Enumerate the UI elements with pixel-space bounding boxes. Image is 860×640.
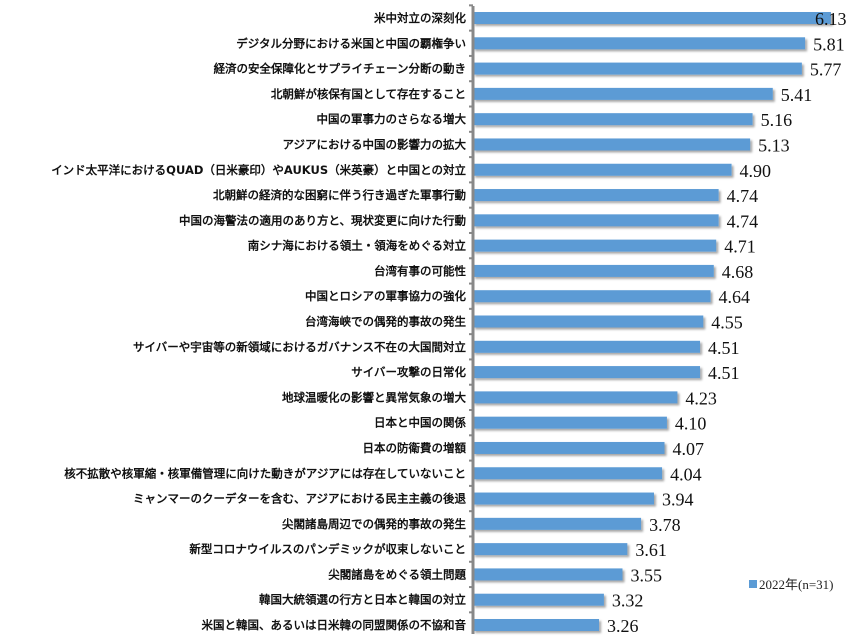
bar — [473, 12, 831, 24]
bar — [473, 366, 701, 379]
bar — [473, 290, 711, 303]
bar — [473, 239, 717, 252]
data-label: 3.55 — [630, 565, 662, 585]
category-label: 米中対立の深刻化 — [373, 11, 466, 25]
bar — [473, 189, 719, 202]
data-label: 3.94 — [662, 490, 694, 510]
category-label: 北朝鮮が核保有国として存在すること — [271, 87, 466, 101]
bar — [473, 138, 751, 151]
bar — [473, 62, 802, 75]
bar — [473, 593, 604, 606]
bar — [473, 416, 667, 429]
category-label: 中国の海警法の適用のあり方と、現状変更に向けた行動 — [179, 213, 467, 227]
data-label: 5.41 — [781, 85, 813, 105]
legend-label: 2022年(n=31) — [759, 577, 834, 592]
bar — [473, 87, 773, 100]
bar — [473, 568, 623, 581]
bar — [473, 214, 719, 227]
legend: 2022年(n=31) — [749, 577, 834, 592]
bar — [473, 340, 701, 353]
data-label: 5.16 — [761, 110, 793, 130]
bar — [473, 264, 714, 277]
data-label: 4.68 — [722, 262, 754, 282]
category-label: 米国と韓国、あるいは日米韓の同盟関係の不協和音 — [201, 618, 467, 632]
data-label: 3.32 — [612, 591, 644, 611]
bar — [473, 113, 753, 126]
category-label: サイバーや宇宙等の新領域におけるガバナンス不在の大国間対立 — [133, 340, 467, 354]
data-label: 4.71 — [724, 237, 756, 257]
category-label: 尖閣諸島をめぐる領土問題 — [328, 567, 466, 581]
data-label: 3.61 — [635, 540, 667, 560]
data-label: 4.07 — [672, 439, 704, 459]
bar — [473, 467, 663, 480]
data-label: 4.74 — [727, 211, 759, 231]
category-label: アジアにおける中国の影響力の拡大 — [282, 137, 466, 151]
category-label: デジタル分野における米国と中国の覇権争い — [236, 36, 466, 50]
category-label: 韓国大統領選の行方と日本と韓国の対立 — [259, 593, 466, 607]
category-label: 経済の安全保障化とサプライチェーン分断の動き — [214, 62, 466, 76]
bar — [473, 543, 628, 556]
category-label: 北朝鮮の経済的な困窮に伴う行き過ぎた軍事行動 — [213, 188, 466, 202]
bar — [473, 517, 642, 530]
bar — [473, 315, 704, 328]
data-label: 4.90 — [740, 161, 772, 181]
data-label: 5.81 — [813, 34, 845, 54]
category-label: 日本と中国の関係 — [374, 416, 466, 430]
category-label: ミャンマーのクーデターを含む、アジアにおける民主主義の後退 — [133, 492, 467, 506]
bar — [473, 37, 806, 50]
category-label: 中国とロシアの軍事協力の強化 — [305, 289, 466, 303]
data-label: 4.74 — [727, 186, 759, 206]
bar — [473, 619, 600, 631]
data-label: 4.51 — [708, 363, 740, 383]
category-label: 新型コロナウイルスのパンデミックが収束しないこと — [189, 542, 466, 556]
data-label: 3.26 — [607, 616, 639, 636]
bar — [473, 391, 678, 404]
data-label: 3.78 — [649, 515, 681, 535]
data-label: 4.55 — [711, 313, 743, 333]
data-label: 4.64 — [719, 287, 751, 307]
category-label: 核不拡散や核軍縮・核軍備管理に向けた動きがアジアには存在していないこと — [64, 466, 466, 480]
legend-swatch — [749, 580, 757, 588]
category-label: 中国の軍事力のさらなる増大 — [317, 112, 467, 126]
data-label: 4.10 — [675, 414, 707, 434]
category-label: 南シナ海における領土・領海をめぐる対立 — [248, 239, 467, 253]
category-label: 台湾有事の可能性 — [374, 264, 466, 278]
category-label: サイバー攻撃の日常化 — [351, 365, 466, 379]
category-label: 台湾海峡での偶発的事故の発生 — [305, 315, 466, 329]
data-label: 5.13 — [758, 135, 790, 155]
data-label: 4.51 — [708, 338, 740, 358]
bar — [473, 492, 654, 505]
data-label: 6.13 — [815, 9, 847, 29]
category-label: 尖閣諸島周辺での偶発的事故の発生 — [282, 517, 466, 531]
category-label: インド太平洋におけるQUAD（日米豪印）やAUKUS（米英豪）と中国との対立 — [51, 163, 466, 177]
category-label: 日本の防衛費の増額 — [363, 441, 467, 455]
bar — [473, 163, 732, 176]
data-label: 5.77 — [810, 60, 842, 80]
data-label: 4.04 — [670, 464, 702, 484]
bar — [473, 441, 665, 454]
category-label: 地球温暖化の影響と異常気象の増大 — [282, 390, 466, 404]
data-label: 4.23 — [685, 388, 717, 408]
